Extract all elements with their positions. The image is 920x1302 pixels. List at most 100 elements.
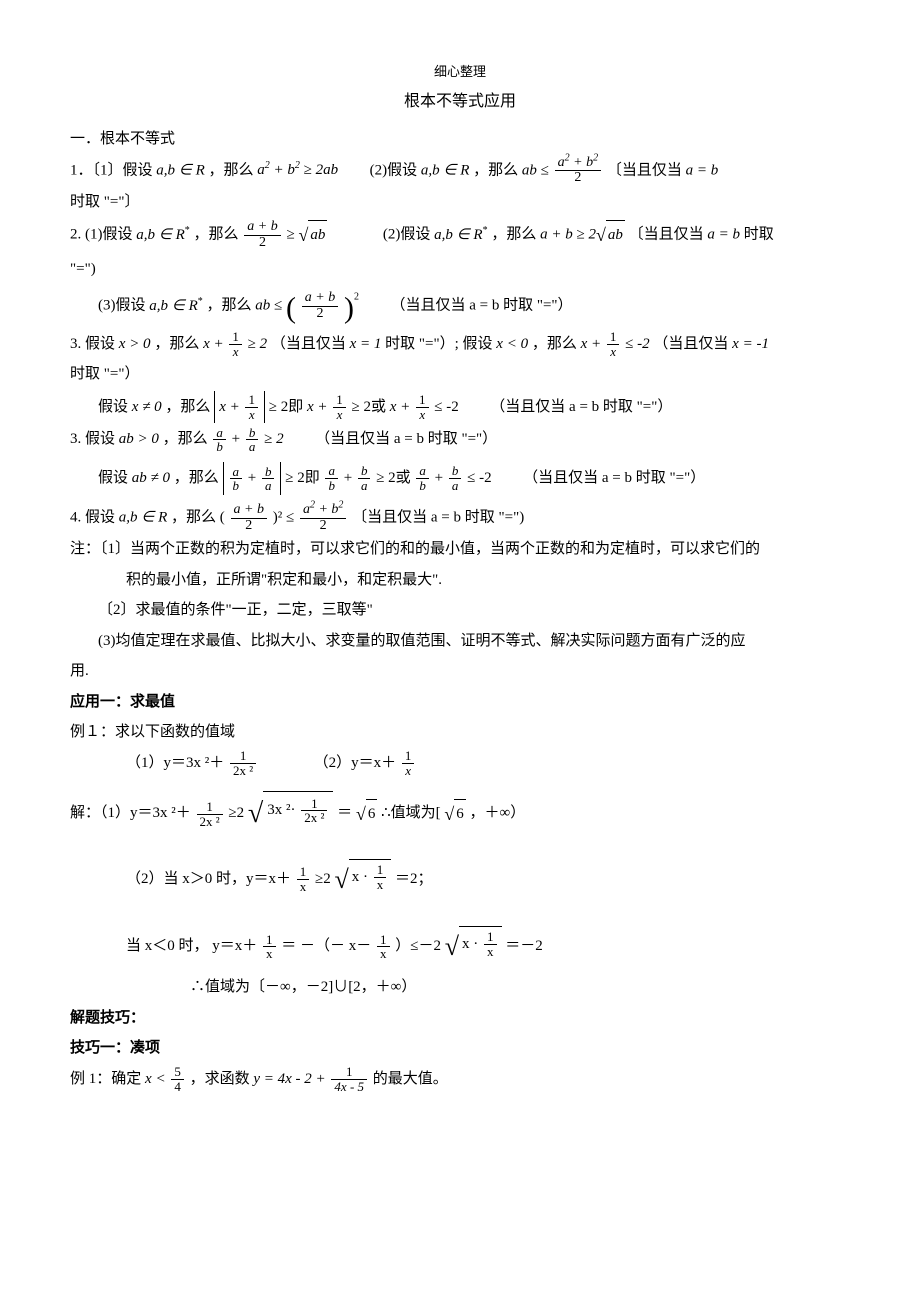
t: ≤ -2 (434, 399, 458, 415)
t: x · (352, 869, 368, 885)
t: ，那么 (473, 162, 522, 178)
frac: 1x (402, 749, 415, 777)
tip1-ex: 例 1：确定 x < 54 ，求函数 y = 4x - 2 + 14x - 5 … (70, 1065, 850, 1094)
t: （1）y＝3x ²＋ (126, 755, 224, 771)
m: y = 4x - 2 + (253, 1071, 329, 1087)
frac: 1x (607, 330, 620, 358)
page-title: 根本不等式应用 (70, 87, 850, 117)
sol-2b: 当 x＜0 时， y＝x＋ 1x ＝ －（－ x－ 1x ）≤－2 √ x · … (70, 922, 850, 971)
m: ab ≤ (255, 298, 286, 314)
m: a,b ∈ R* (149, 298, 203, 314)
prop-1: 1．〔1〕假设 a,b ∈ R ，那么 a2 + b2 ≥ 2ab (2)假设 … (70, 156, 850, 186)
t: 解：（1）y＝3x ²＋ (70, 805, 191, 821)
t: ＝－2 (505, 938, 543, 954)
frac: ba (246, 426, 259, 454)
note-1: 注：〔1〕当两个正数的积为定植时，可以求它们的和的最小值，当两个正数的和为定植时… (70, 535, 850, 564)
t: 的最大值。 (373, 1071, 448, 1087)
t: 例 1：确定 (70, 1071, 145, 1087)
t: ＝ (337, 805, 352, 821)
m: x < (145, 1071, 169, 1087)
abs: ab + ba (223, 462, 282, 495)
t: ≥ 2即 (269, 399, 303, 415)
frac: 12x ² (230, 749, 256, 777)
ex1-title: 例１：求以下函数的值域 (70, 718, 850, 747)
prop-2-3: (3)假设 a,b ∈ R* ，那么 ab ≤ ( a + b 2 )2 （当且… (70, 291, 850, 321)
t: 假设 x ≠ 0 ，那么 (98, 399, 214, 415)
t: （当且仅当 a = b 时取 "="） (315, 431, 497, 447)
prop-2: 2. (1)假设 a,b ∈ R* ，那么 a + b 2 ≥ √ab (2)假… (70, 218, 850, 252)
t: 3. 假设 x > 0 ，那么 (70, 336, 203, 352)
m: ≥ (286, 227, 298, 243)
t: ＝2； (395, 871, 433, 887)
t: ，那么 (207, 298, 256, 314)
t: ≤ -2 (467, 470, 491, 486)
m: a + b ≥ 2 (540, 227, 596, 243)
frac: 1x (333, 393, 346, 421)
sup: 2 (354, 292, 359, 303)
prop-1b: 时取 "="〕 (70, 188, 850, 217)
frac: 12x ² (197, 800, 223, 828)
t: 〔当且仅当 a = b 时取 "=") (352, 509, 524, 525)
t: 3. 假设 ab > 0 ，那么 (70, 431, 211, 447)
t: (2)假设 (370, 162, 421, 178)
t: )² ≤ (273, 509, 298, 525)
note-3b: 用. (70, 657, 850, 686)
t: ≥ 2或 (376, 470, 410, 486)
frac: ba (358, 464, 371, 492)
frac: ab (213, 426, 226, 454)
t: ，那么 ( (171, 509, 225, 525)
frac: 14x - 5 (331, 1065, 367, 1093)
m: a,b ∈ R (421, 162, 469, 178)
note-3: (3)均值定理在求最值、比拟大小、求变量的取值范围、证明不等式、解决实际问题方面… (70, 627, 850, 656)
sqrt: √ x · 1x (335, 855, 392, 904)
page-root: 细心整理 根本不等式应用 一．根本不等式 1．〔1〕假设 a,b ∈ R ，那么… (0, 0, 920, 1302)
t: ≥2 (228, 805, 244, 821)
prop-4: 4. 假设 a,b ∈ R ，那么 ( a + b2 )² ≤ a2 + b22… (70, 503, 850, 533)
frac: a2 + b2 2 (555, 156, 601, 186)
t: 当 x＜0 时， y＝x＋ (126, 938, 257, 954)
t: ）≤－2 (395, 938, 441, 954)
t: + (232, 431, 244, 447)
t: ＝ －（－ x－ (281, 938, 371, 954)
sqrt: √ 3x ²· 12x ² (248, 787, 334, 840)
frac: 54 (171, 1065, 184, 1093)
t: （当且仅当 a = b 时取 "="） (490, 399, 672, 415)
frac: 1x (377, 933, 390, 961)
t: （当且仅当 a = b 时取 "="） (390, 298, 572, 314)
sqrt: √ x · 1x (445, 922, 502, 971)
sqrt: √ab (298, 218, 327, 252)
frac: ba (449, 464, 462, 492)
prop-3d: 假设 ab ≠ 0 ，那么 ab + ba ≥ 2即 ab + ba ≥ 2或 … (70, 462, 850, 495)
prop-2b: "=") (70, 255, 850, 284)
sqrt: √6 (444, 797, 465, 831)
t: (3)假设 (98, 298, 149, 314)
prop-3a2: 时取 "="） (70, 360, 850, 389)
tip1-title: 技巧一：凑项 (70, 1034, 850, 1063)
m: ≥ 2 (248, 336, 267, 352)
m: ab ≤ (522, 162, 553, 178)
m: ≥ 2 (264, 431, 283, 447)
t: 〔当且仅当 (607, 162, 686, 178)
t: 4. 假设 (70, 509, 119, 525)
app1-title: 应用一：求最值 (70, 688, 850, 717)
section-1-title: 一．根本不等式 (70, 125, 850, 154)
t: 3x ² (267, 802, 290, 818)
sol-2-range: ∴值域为〔－∞，－2]∪[2，＋∞） (70, 973, 850, 1002)
t: （2）y＝x＋ (314, 755, 397, 771)
header-small: 细心整理 (70, 60, 850, 85)
sol-1: 解：（1）y＝3x ²＋ 12x ² ≥2 √ 3x ²· 12x ² ＝ √6… (70, 787, 850, 840)
ex1-parts: （1）y＝3x ²＋ 12x ² （2）y＝x＋ 1x (70, 749, 850, 778)
m: a,b ∈ R* (136, 227, 190, 243)
m: ≤ -2 (625, 336, 649, 352)
frac: 1x (229, 330, 242, 358)
frac: a + b 2 (302, 291, 338, 321)
t: ，求函数 (190, 1071, 254, 1087)
m: a,b ∈ R (119, 509, 167, 525)
m: a,b ∈ R (156, 162, 204, 178)
t: ≥ 2或 (352, 399, 386, 415)
t: ，那么 (491, 227, 540, 243)
t: （当且仅当 x = 1 时取 "="）; 假设 x < 0 ，那么 (271, 336, 581, 352)
t: ≥ 2即 (285, 470, 319, 486)
note-1b: 积的最小值，正所谓"积定和最小，和定积最大". (70, 566, 850, 595)
sol-2a: （2）当 x＞0 时，y＝x＋ 1x ≥2 √ x · 1x ＝2； (70, 855, 850, 904)
